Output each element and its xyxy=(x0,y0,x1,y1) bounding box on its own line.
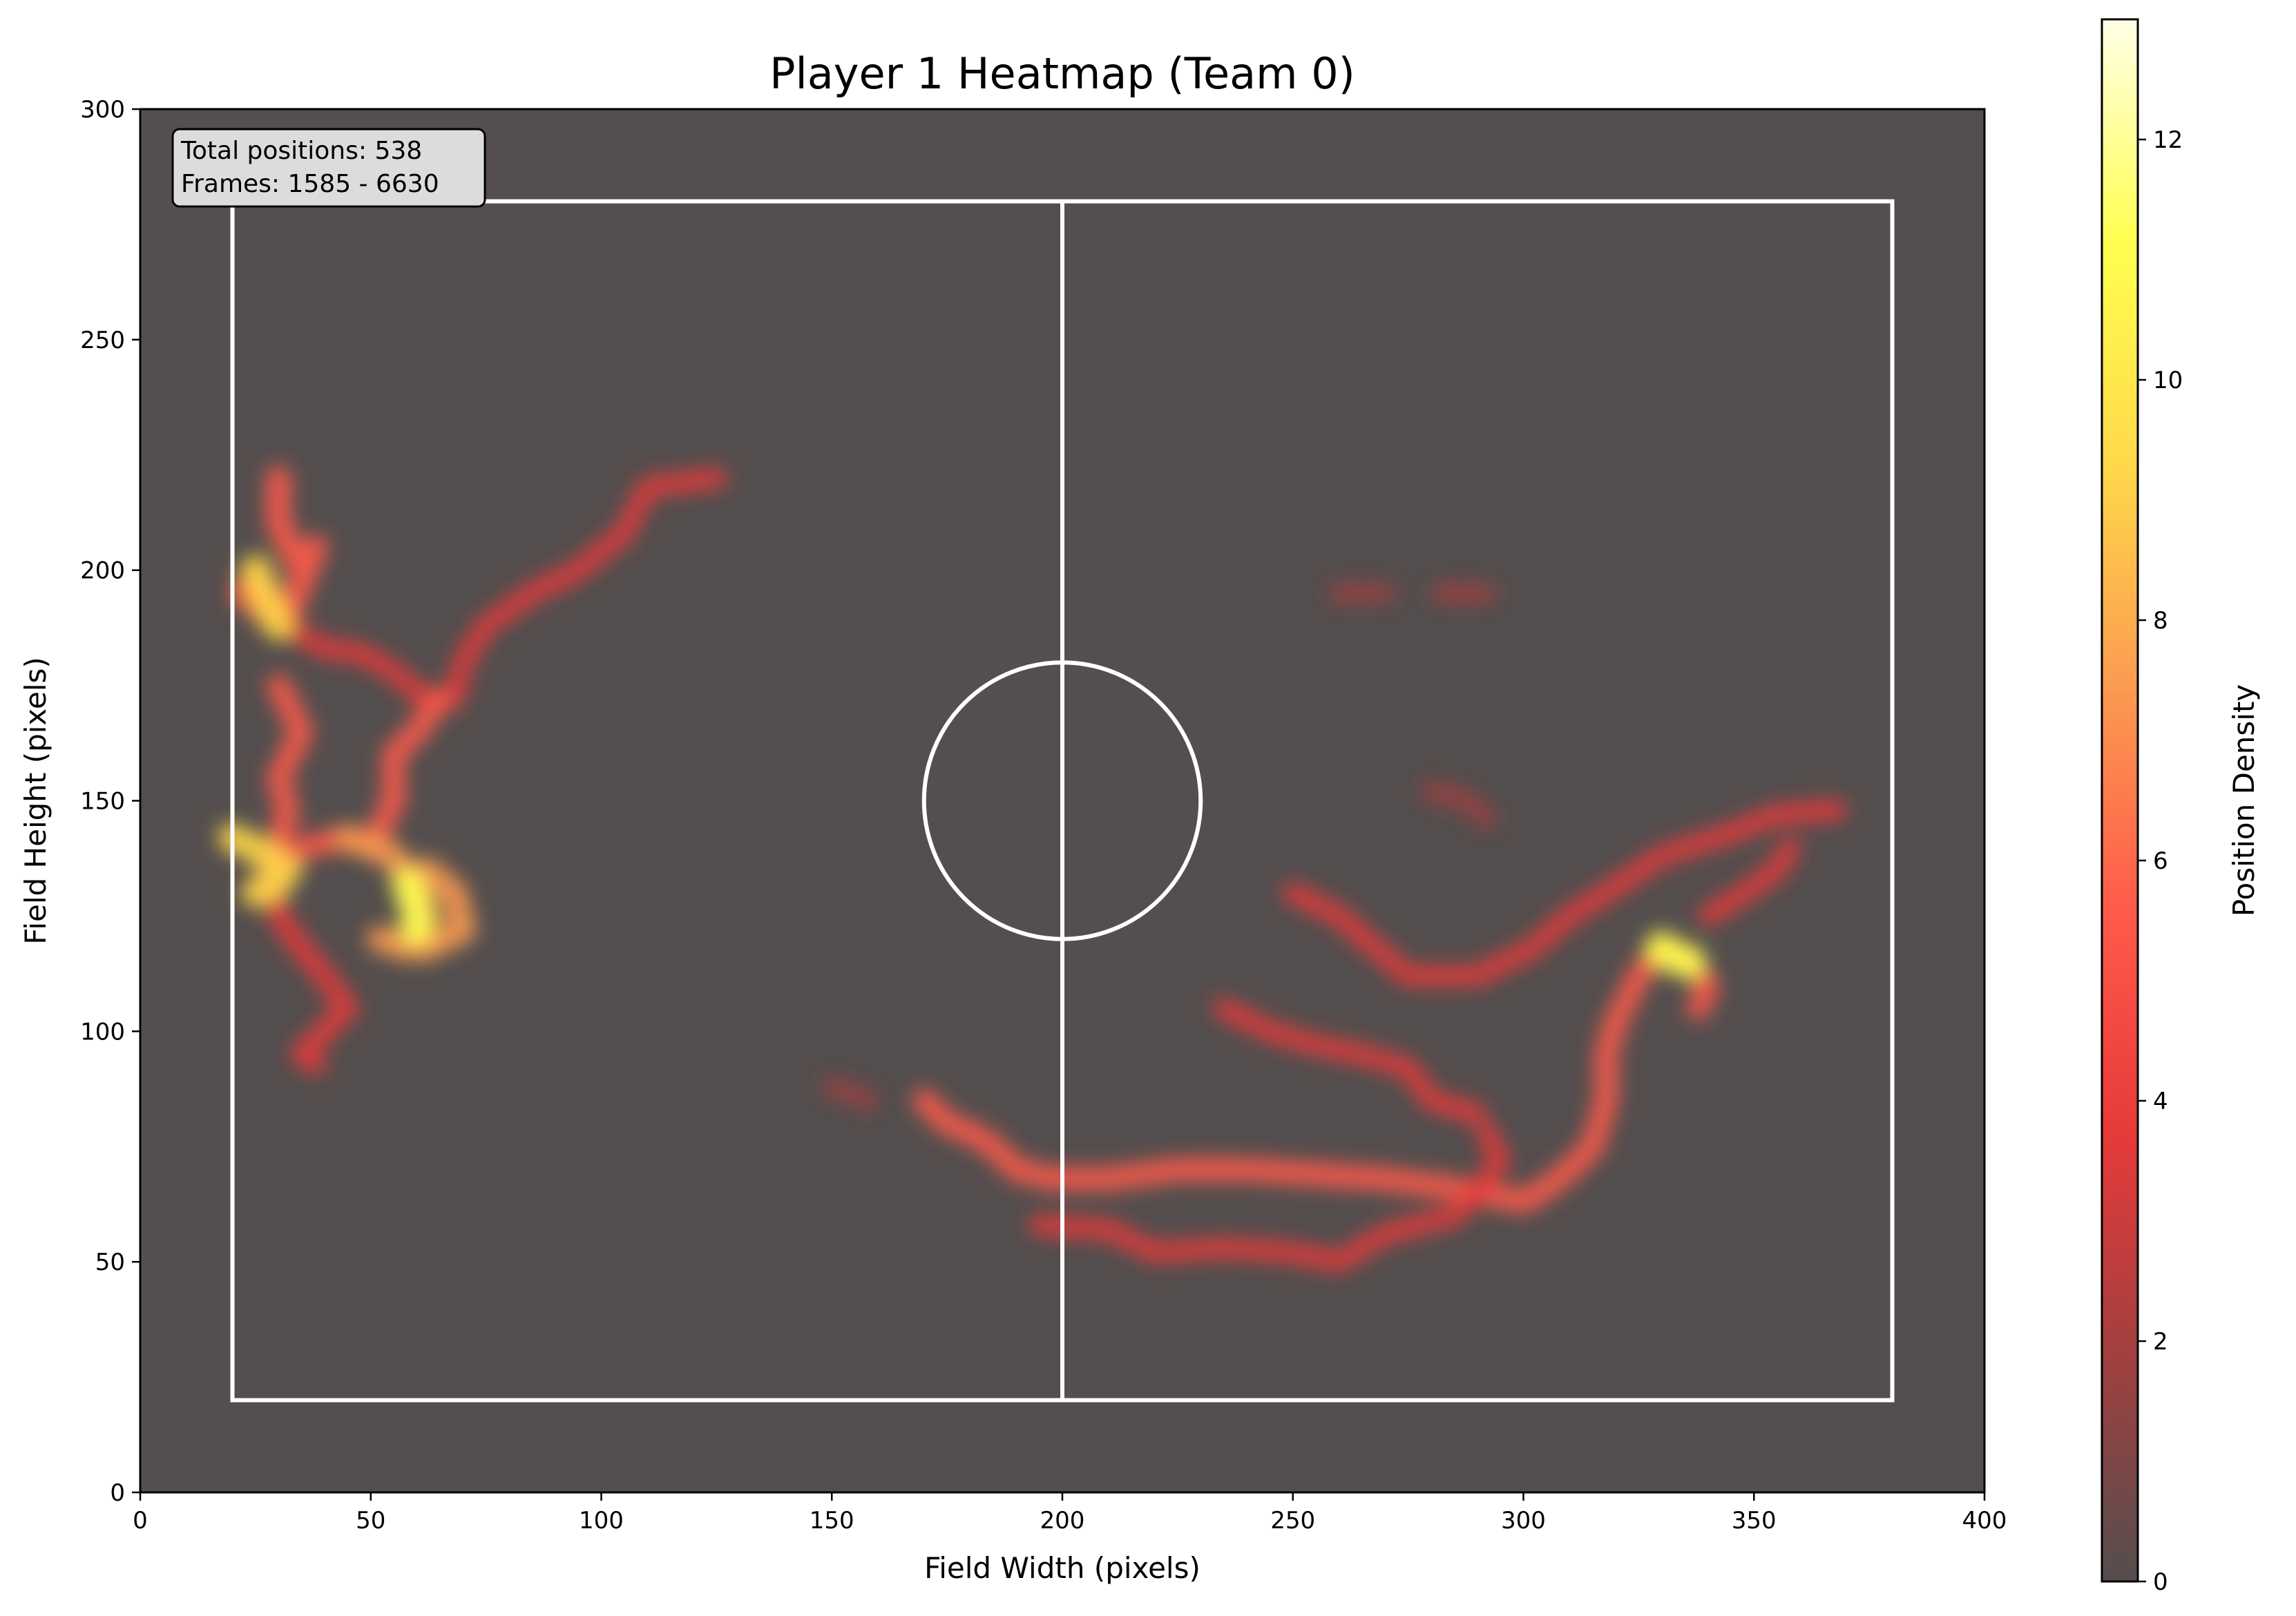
colorbar-tick-label: 4 xyxy=(2153,1088,2168,1115)
density-trail-1 xyxy=(229,465,328,628)
x-tick-label: 0 xyxy=(133,1507,148,1535)
annotation-box xyxy=(171,128,486,208)
x-tick-label: 400 xyxy=(1962,1507,2007,1535)
density-trail-17 xyxy=(392,867,433,946)
y-tick-label: 150 xyxy=(80,788,125,816)
y-axis-label: Field Height (pixels) xyxy=(19,657,52,945)
y-tick-label: 300 xyxy=(80,96,125,124)
colorbar-tick-label: 10 xyxy=(2153,367,2183,394)
x-axis-ticks: 0 50 100 150 200 250 300 350 400 xyxy=(133,1492,2007,1535)
y-tick-label: 250 xyxy=(80,327,125,354)
density-trail-10 xyxy=(1214,998,1488,1124)
y-axis-ticks: 0 50 100 150 200 250 300 xyxy=(80,96,140,1507)
x-tick-label: 200 xyxy=(1040,1507,1085,1535)
density-trail-2 xyxy=(259,468,727,709)
stats-annotation: Total positions: 538 Frames: 1585 - 6630 xyxy=(171,128,486,208)
colorbar-tick-label: 12 xyxy=(2153,126,2183,154)
x-tick-label: 100 xyxy=(579,1507,624,1535)
density-trail-6 xyxy=(218,823,303,907)
density-layer xyxy=(218,465,1847,1272)
y-tick-label: 200 xyxy=(80,557,125,585)
colorbar-label: Position Density xyxy=(2227,684,2261,917)
colorbar-gradient xyxy=(2101,18,2139,1583)
center-circle xyxy=(921,660,1203,941)
x-tick-label: 150 xyxy=(810,1507,854,1535)
density-trail-7 xyxy=(912,936,1719,1213)
density-trail-12 xyxy=(1698,837,1801,926)
y-tick-label: 100 xyxy=(80,1018,125,1046)
x-tick-label: 250 xyxy=(1270,1507,1315,1535)
annotation-frames: Frames: 1585 - 6630 xyxy=(181,170,439,198)
colorbar-tick-label: 2 xyxy=(2153,1328,2168,1356)
density-trail-4 xyxy=(258,859,358,1075)
density-trail-9 xyxy=(1029,1122,1511,1272)
x-tick-label: 350 xyxy=(1732,1507,1777,1535)
colorbar-tick-label: 8 xyxy=(2153,607,2168,635)
density-trail-16 xyxy=(1422,782,1496,829)
density-trail-18 xyxy=(240,555,294,641)
colorbar: 0 2 4 6 8 10 12 Position Density xyxy=(2101,18,2261,1596)
colorbar-tick-label: 0 xyxy=(2153,1568,2168,1596)
y-tick-label: 50 xyxy=(95,1249,125,1276)
density-trail-11 xyxy=(1283,800,1847,986)
density-trail-3 xyxy=(258,674,452,882)
colorbar-tick-label: 6 xyxy=(2153,847,2168,875)
x-tick-label: 50 xyxy=(356,1507,385,1535)
x-tick-label: 300 xyxy=(1501,1507,1546,1535)
x-axis-label: Field Width (pixels) xyxy=(924,1551,1200,1585)
density-trail-13 xyxy=(1645,932,1706,979)
annotation-total-positions: Total positions: 538 xyxy=(180,137,422,165)
chart-title: Player 1 Heatmap (Team 0) xyxy=(769,48,1355,99)
y-tick-label: 0 xyxy=(110,1479,125,1507)
density-trail-8 xyxy=(823,1077,878,1110)
